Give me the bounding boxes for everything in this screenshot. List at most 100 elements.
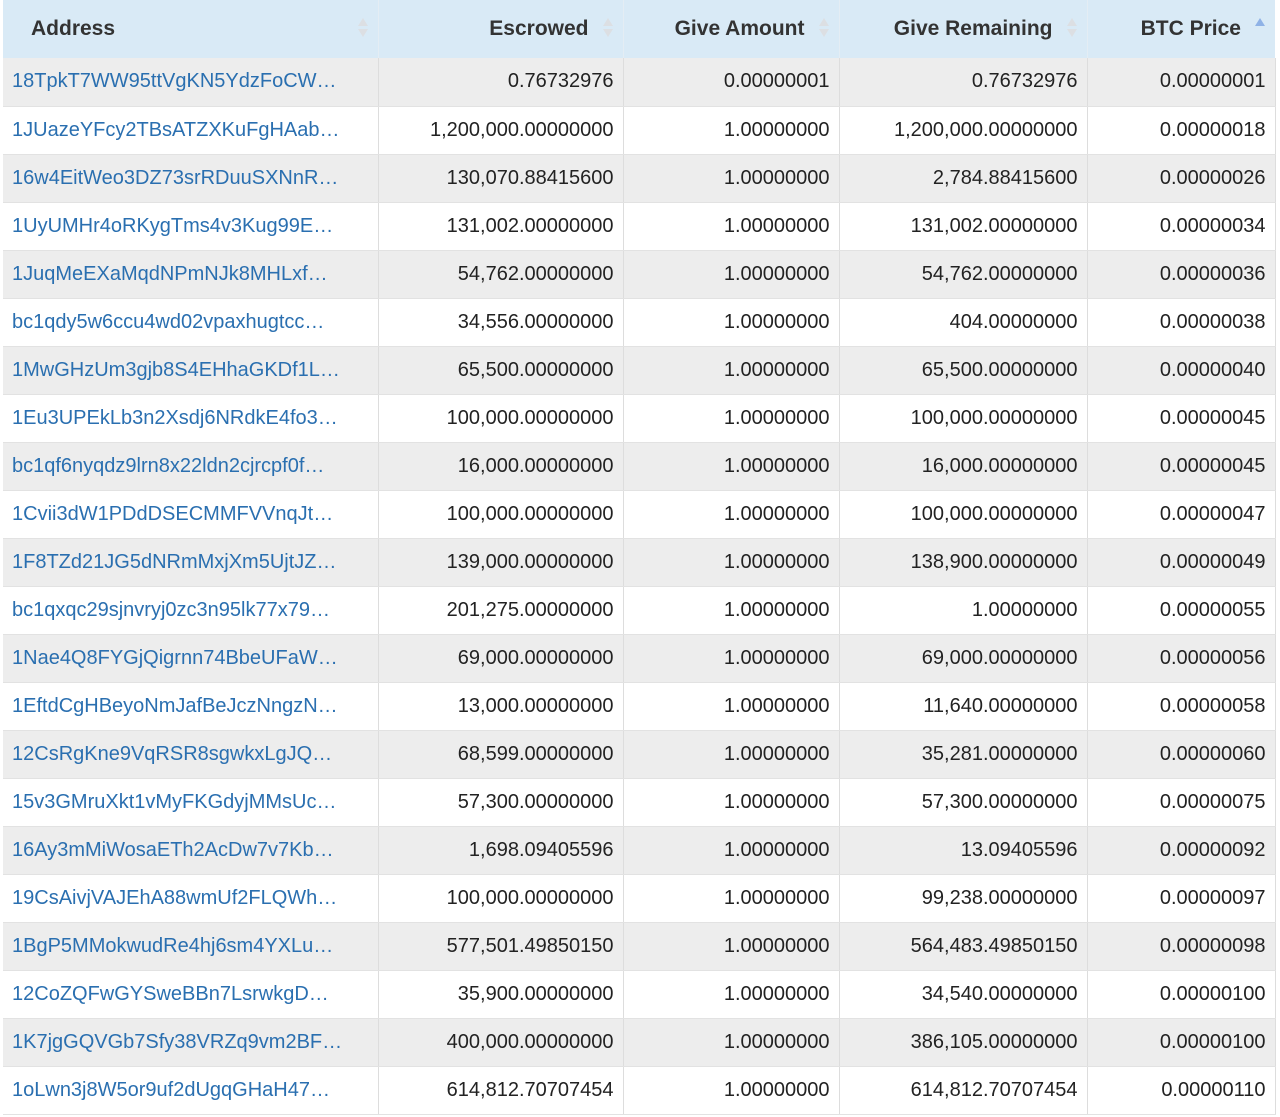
table-row[interactable]: 1Nae4Q8FYGjQigrnn74BbeUFaW… 69,000.000000… xyxy=(3,634,1276,683)
column-header-label: Escrowed xyxy=(489,17,589,40)
give-amount-cell: 1.00000000 xyxy=(623,826,840,875)
give-remaining-cell: 16,000.00000000 xyxy=(839,442,1088,491)
address-link[interactable]: bc1qf6nyqdz9lrn8x22ldn2cjrcpf0f… xyxy=(3,442,379,491)
escrowed-cell: 400,000.00000000 xyxy=(378,1018,624,1067)
give-remaining-cell: 13.09405596 xyxy=(839,826,1088,875)
address-link[interactable]: 1Cvii3dW1PDdDSECMMFVVnqJt… xyxy=(3,490,379,539)
give-amount-cell: 1.00000000 xyxy=(623,1066,840,1115)
escrowed-cell: 139,000.00000000 xyxy=(378,538,624,587)
address-link[interactable]: 19CsAivjVAJEhA88wmUf2FLQWh… xyxy=(3,874,379,923)
column-header-escrowed[interactable]: Escrowed xyxy=(378,0,624,58)
address-link[interactable]: 1oLwn3j8W5or9uf2dUgqGHaH47… xyxy=(3,1066,379,1115)
escrowed-cell: 54,762.00000000 xyxy=(378,250,624,299)
table-row[interactable]: bc1qf6nyqdz9lrn8x22ldn2cjrcpf0f… 16,000.0… xyxy=(3,442,1276,491)
give-amount-cell: 1.00000000 xyxy=(623,1018,840,1067)
table-row[interactable]: 1MwGHzUm3gjb8S4EHhaGKDf1L… 65,500.0000000… xyxy=(3,346,1276,395)
escrowed-cell: 577,501.49850150 xyxy=(378,922,624,971)
table-row[interactable]: 1JUazeYFcy2TBsATZXKuFgHAab… 1,200,000.000… xyxy=(3,106,1276,155)
table-row[interactable]: 16w4EitWeo3DZ73srRDuuSXNnR… 130,070.88415… xyxy=(3,154,1276,203)
table-row[interactable]: 1JuqMeEXaMqdNPmNJk8MHLxf… 54,762.00000000… xyxy=(3,250,1276,299)
column-header-give-remaining[interactable]: Give Remaining xyxy=(839,0,1088,58)
give-remaining-cell: 2,784.88415600 xyxy=(839,154,1088,203)
escrowed-cell: 100,000.00000000 xyxy=(378,874,624,923)
table-row[interactable]: 16Ay3mMiWosaETh2AcDw7v7Kb… 1,698.09405596… xyxy=(3,826,1276,875)
give-amount-cell: 1.00000000 xyxy=(623,298,840,347)
btc-price-cell: 0.00000026 xyxy=(1087,154,1276,203)
give-remaining-cell: 34,540.00000000 xyxy=(839,970,1088,1019)
give-remaining-cell: 1,200,000.00000000 xyxy=(839,106,1088,155)
give-amount-cell: 1.00000000 xyxy=(623,778,840,827)
table-row[interactable]: bc1qxqc29sjnvryj0zc3n95lk77x79… 201,275.0… xyxy=(3,586,1276,635)
column-header-address[interactable]: Address xyxy=(3,0,379,58)
address-link[interactable]: 1Nae4Q8FYGjQigrnn74BbeUFaW… xyxy=(3,634,379,683)
give-amount-cell: 1.00000000 xyxy=(623,394,840,443)
escrowed-cell: 201,275.00000000 xyxy=(378,586,624,635)
give-amount-cell: 1.00000000 xyxy=(623,970,840,1019)
table-row[interactable]: bc1qdy5w6ccu4wd02vpaxhugtcc… 34,556.00000… xyxy=(3,298,1276,347)
address-link[interactable]: 1MwGHzUm3gjb8S4EHhaGKDf1L… xyxy=(3,346,379,395)
escrowed-cell: 100,000.00000000 xyxy=(378,490,624,539)
give-remaining-cell: 11,640.00000000 xyxy=(839,682,1088,731)
escrowed-cell: 34,556.00000000 xyxy=(378,298,624,347)
address-link[interactable]: 1JuqMeEXaMqdNPmNJk8MHLxf… xyxy=(3,250,379,299)
sort-both-icon xyxy=(602,17,613,41)
escrowed-cell: 1,200,000.00000000 xyxy=(378,106,624,155)
address-link[interactable]: 15v3GMruXkt1vMyFKGdyjMMsUc… xyxy=(3,778,379,827)
btc-price-cell: 0.00000075 xyxy=(1087,778,1276,827)
address-link[interactable]: 16Ay3mMiWosaETh2AcDw7v7Kb… xyxy=(3,826,379,875)
address-link[interactable]: 16w4EitWeo3DZ73srRDuuSXNnR… xyxy=(3,154,379,203)
table-row[interactable]: 1K7jgGQVGb7Sfy38VRZq9vm2BF… 400,000.00000… xyxy=(3,1018,1276,1067)
escrowed-cell: 131,002.00000000 xyxy=(378,202,624,251)
table-row[interactable]: 12CoZQFwGYSweBBn7LsrwkgD… 35,900.00000000… xyxy=(3,970,1276,1019)
table-row[interactable]: 19CsAivjVAJEhA88wmUf2FLQWh… 100,000.00000… xyxy=(3,874,1276,923)
table-row[interactable]: 1UyUMHr4oRKygTms4v3Kug99E… 131,002.000000… xyxy=(3,202,1276,251)
btc-price-cell: 0.00000001 xyxy=(1087,58,1276,107)
table-row[interactable]: 1oLwn3j8W5or9uf2dUgqGHaH47… 614,812.70707… xyxy=(3,1066,1276,1115)
give-amount-cell: 1.00000000 xyxy=(623,154,840,203)
address-link[interactable]: 1F8TZd21JG5dNRmMxjXm5UjtJZ… xyxy=(3,538,379,587)
escrowed-cell: 65,500.00000000 xyxy=(378,346,624,395)
column-header-label: Give Amount xyxy=(674,17,805,40)
address-link[interactable]: 1Eu3UPEkLb3n2Xsdj6NRdkE4fo3… xyxy=(3,394,379,443)
give-remaining-cell: 614,812.70707454 xyxy=(839,1066,1088,1115)
address-link[interactable]: 1K7jgGQVGb7Sfy38VRZq9vm2BF… xyxy=(3,1018,379,1067)
btc-price-cell: 0.00000049 xyxy=(1087,538,1276,587)
address-link[interactable]: 1JUazeYFcy2TBsATZXKuFgHAab… xyxy=(3,106,379,155)
address-link[interactable]: 1UyUMHr4oRKygTms4v3Kug99E… xyxy=(3,202,379,251)
give-amount-cell: 1.00000000 xyxy=(623,202,840,251)
btc-price-cell: 0.00000034 xyxy=(1087,202,1276,251)
give-remaining-cell: 0.76732976 xyxy=(839,58,1088,107)
table-row[interactable]: 1Eu3UPEkLb3n2Xsdj6NRdkE4fo3… 100,000.0000… xyxy=(3,394,1276,443)
table-row[interactable]: 18TpkT7WW95ttVgKN5YdzFoCW… 0.76732976 0.00… xyxy=(3,58,1276,107)
escrowed-cell: 130,070.88415600 xyxy=(378,154,624,203)
address-link[interactable]: bc1qxqc29sjnvryj0zc3n95lk77x79… xyxy=(3,586,379,635)
orders-table: Address Escrowed Give Amount Give Remain… xyxy=(3,0,1276,1115)
address-link[interactable]: bc1qdy5w6ccu4wd02vpaxhugtcc… xyxy=(3,298,379,347)
table-row[interactable]: 1Cvii3dW1PDdDSECMMFVVnqJt… 100,000.000000… xyxy=(3,490,1276,539)
address-link[interactable]: 12CoZQFwGYSweBBn7LsrwkgD… xyxy=(3,970,379,1019)
table-row[interactable]: 12CsRgKne9VqRSR8sgwkxLgJQ… 68,599.0000000… xyxy=(3,730,1276,779)
table-row[interactable]: 1F8TZd21JG5dNRmMxjXm5UjtJZ… 139,000.00000… xyxy=(3,538,1276,587)
btc-price-cell: 0.00000058 xyxy=(1087,682,1276,731)
sort-both-icon xyxy=(1066,17,1077,41)
address-link[interactable]: 1EftdCgHBeyoNmJafBeJczNngzN… xyxy=(3,682,379,731)
address-link[interactable]: 1BgP5MMokwudRe4hj6sm4YXLu… xyxy=(3,922,379,971)
table-row[interactable]: 15v3GMruXkt1vMyFKGdyjMMsUc… 57,300.000000… xyxy=(3,778,1276,827)
btc-price-cell: 0.00000100 xyxy=(1087,1018,1276,1067)
btc-price-cell: 0.00000018 xyxy=(1087,106,1276,155)
table-row[interactable]: 1BgP5MMokwudRe4hj6sm4YXLu… 577,501.498501… xyxy=(3,922,1276,971)
give-remaining-cell: 138,900.00000000 xyxy=(839,538,1088,587)
address-link[interactable]: 12CsRgKne9VqRSR8sgwkxLgJQ… xyxy=(3,730,379,779)
table-row[interactable]: 1EftdCgHBeyoNmJafBeJczNngzN… 13,000.00000… xyxy=(3,682,1276,731)
give-remaining-cell: 564,483.49850150 xyxy=(839,922,1088,971)
column-header-give-amount[interactable]: Give Amount xyxy=(623,0,840,58)
btc-price-cell: 0.00000038 xyxy=(1087,298,1276,347)
btc-price-cell: 0.00000045 xyxy=(1087,394,1276,443)
escrowed-cell: 35,900.00000000 xyxy=(378,970,624,1019)
give-amount-cell: 1.00000000 xyxy=(623,922,840,971)
column-header-btc-price[interactable]: BTC Price xyxy=(1087,0,1275,58)
give-remaining-cell: 131,002.00000000 xyxy=(839,202,1088,251)
address-link[interactable]: 18TpkT7WW95ttVgKN5YdzFoCW… xyxy=(3,58,379,107)
give-remaining-cell: 35,281.00000000 xyxy=(839,730,1088,779)
give-remaining-cell: 404.00000000 xyxy=(839,298,1088,347)
